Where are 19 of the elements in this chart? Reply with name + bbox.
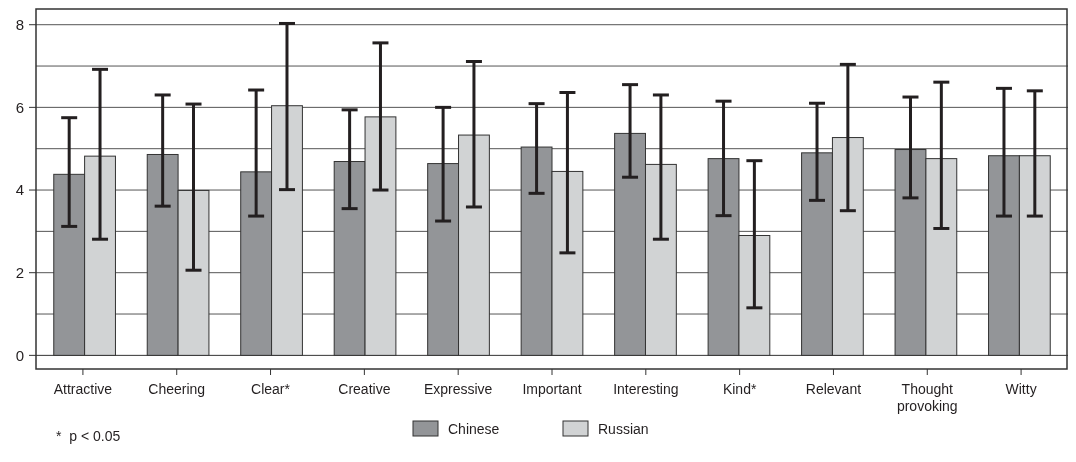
x-tick-label: Expressive <box>423 381 493 397</box>
x-tick-label: Important <box>522 381 582 397</box>
x-tick-label: Clear* <box>251 381 291 397</box>
y-tick-label: 8 <box>15 15 24 33</box>
y-tick-label: 2 <box>15 263 24 281</box>
text: * p < 0.05 <box>56 428 121 444</box>
y-tick-label: 4 <box>15 181 24 199</box>
x-tick-label: Witty <box>1005 381 1037 397</box>
x-tick-label: Cheering <box>148 381 206 397</box>
x-tick-label: Interesting <box>613 381 679 397</box>
x-tick-label: Attractive <box>53 381 113 397</box>
y-tick-label: 6 <box>15 98 24 116</box>
x-tick-label: Thought provoking <box>896 381 958 414</box>
legend-label: Chinese <box>448 420 500 437</box>
x-tick-label: Relevant <box>805 381 862 397</box>
y-tick-label: 0 <box>15 346 24 364</box>
x-tick-label: Creative <box>338 381 391 397</box>
x-tick-label: Kind* <box>722 381 757 397</box>
legend-label: Russian <box>598 420 649 437</box>
